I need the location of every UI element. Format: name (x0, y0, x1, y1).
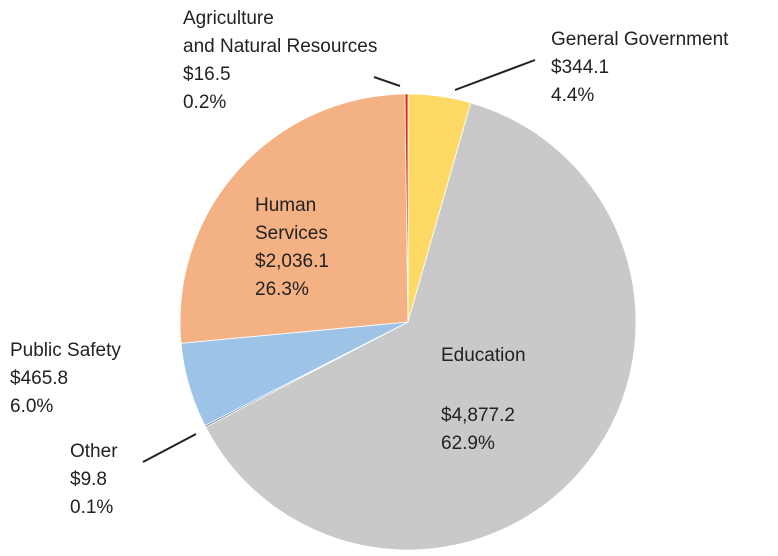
slice-label: Public Safety $465.8 6.0% (10, 337, 121, 421)
slice-name: General Government (551, 29, 729, 50)
slice-percent: 0.2% (183, 92, 227, 113)
slice-name: Education (441, 345, 526, 366)
slice-name: Public Safety (10, 340, 121, 361)
slice-label: Other $9.8 0.1% (70, 438, 118, 522)
leader-line (373, 76, 401, 87)
slice-value: $344.1 (551, 57, 610, 78)
slice-percent: 4.4% (551, 85, 595, 106)
slice-value: $4,877.2 (441, 405, 515, 426)
slice-name: Human Services (255, 195, 328, 244)
slice-value: $2,036.1 (255, 251, 329, 272)
slice-value: $465.8 (10, 368, 69, 389)
slice-label: General Government $344.1 4.4% (551, 26, 728, 110)
pie-slice (179, 93, 409, 344)
slice-percent: 6.0% (10, 396, 54, 417)
pie-slice (404, 93, 409, 323)
slice-percent: 62.9% (441, 433, 495, 454)
slice-name: Agriculture and Natural Resources (183, 8, 378, 57)
slice-percent: 0.1% (70, 497, 114, 518)
slice-label: Education $4,877.2 62.9% (441, 342, 526, 458)
slice-value: $16.5 (183, 64, 231, 85)
slice-percent: 26.3% (255, 279, 309, 300)
slice-label: Human Services $2,036.1 26.3% (255, 192, 329, 304)
slice-name: Other (70, 441, 118, 462)
leader-line (454, 59, 536, 91)
leader-line (142, 433, 197, 463)
slice-label: Agriculture and Natural Resources $16.5 0.… (183, 5, 377, 117)
pie-slice (205, 102, 637, 551)
slice-value: $9.8 (70, 469, 107, 490)
